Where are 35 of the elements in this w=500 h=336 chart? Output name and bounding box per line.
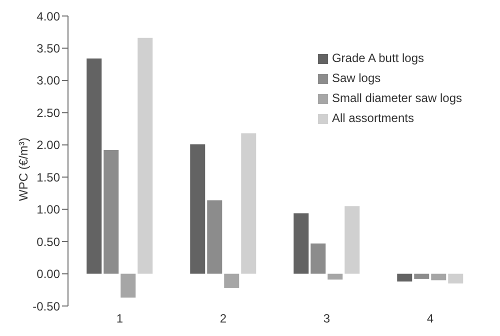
x-tick-label: 3 [323,312,330,326]
y-tick-label: 0.00 [36,267,60,282]
bar [294,213,309,274]
y-tick-label: 1.50 [36,170,60,184]
bar [310,243,326,274]
bar [241,133,256,274]
bar [138,38,153,274]
y-tick-label: 1.00 [36,202,60,217]
y-tick-label: 0.50 [36,234,60,249]
bar [448,274,464,284]
bar [207,200,222,274]
x-tick-label: 1 [116,312,124,326]
y-tick-label: 2.00 [36,138,60,152]
y-tick-label: 4.00 [36,9,60,24]
bar [86,58,102,274]
legend-label: Saw logs [332,71,381,85]
x-tick-label: 2 [220,312,227,326]
y-tick-label: 2.50 [36,106,60,120]
bar [397,274,412,282]
y-tick-label: 3.50 [36,41,60,56]
bar [414,274,430,279]
bar [224,274,240,288]
y-axis-title: WPC (€/m³) [16,138,30,201]
legend-label: Small diameter saw logs [332,91,462,105]
bar [328,274,343,280]
bar [344,206,360,274]
bar [120,274,136,298]
y-tick-label: -0.50 [32,299,60,314]
legend-label: Grade A butt logs [332,51,424,65]
y-tick-label: 3.00 [36,74,60,88]
bar [190,144,206,274]
x-tick-label: 4 [426,312,434,326]
bar [104,150,119,274]
legend-label: All assortments [332,111,414,125]
bar [431,274,446,280]
